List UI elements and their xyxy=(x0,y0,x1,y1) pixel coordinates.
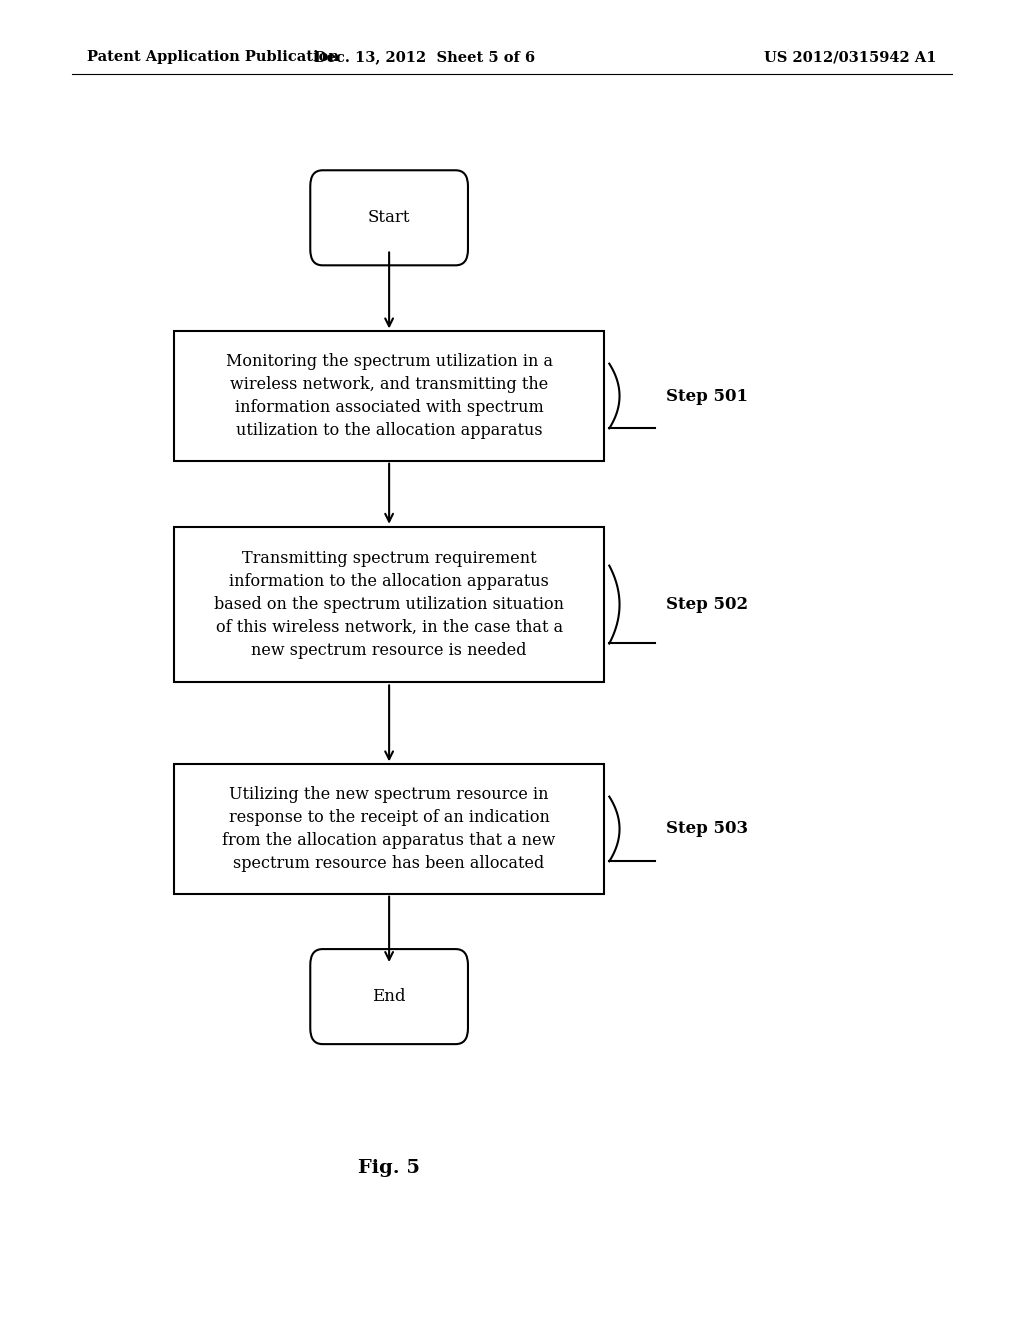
Text: Monitoring the spectrum utilization in a
wireless network, and transmitting the
: Monitoring the spectrum utilization in a… xyxy=(225,354,553,438)
FancyBboxPatch shape xyxy=(310,170,468,265)
Text: Step 501: Step 501 xyxy=(666,388,748,404)
FancyBboxPatch shape xyxy=(174,527,604,682)
Text: Start: Start xyxy=(368,210,411,226)
Text: Step 502: Step 502 xyxy=(666,597,748,612)
Text: Step 503: Step 503 xyxy=(666,821,748,837)
Text: Transmitting spectrum requirement
information to the allocation apparatus
based : Transmitting spectrum requirement inform… xyxy=(214,550,564,659)
FancyBboxPatch shape xyxy=(174,764,604,894)
Text: Fig. 5: Fig. 5 xyxy=(358,1159,420,1177)
Text: Patent Application Publication: Patent Application Publication xyxy=(87,50,339,65)
Text: End: End xyxy=(373,989,406,1005)
Text: Utilizing the new spectrum resource in
response to the receipt of an indication
: Utilizing the new spectrum resource in r… xyxy=(222,787,556,871)
Text: US 2012/0315942 A1: US 2012/0315942 A1 xyxy=(765,50,937,65)
FancyBboxPatch shape xyxy=(174,331,604,461)
FancyBboxPatch shape xyxy=(310,949,468,1044)
Text: Dec. 13, 2012  Sheet 5 of 6: Dec. 13, 2012 Sheet 5 of 6 xyxy=(314,50,536,65)
